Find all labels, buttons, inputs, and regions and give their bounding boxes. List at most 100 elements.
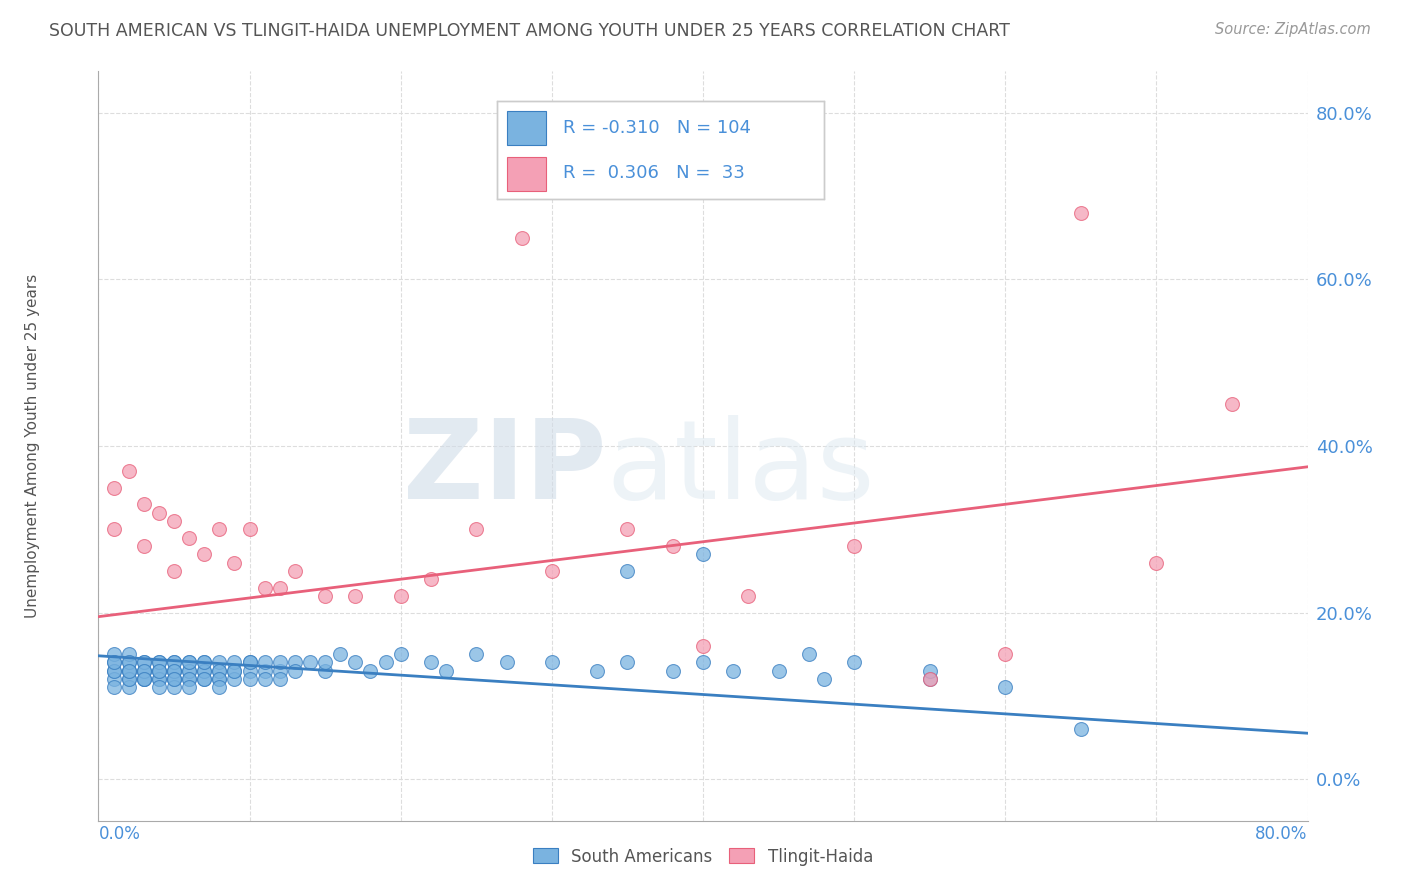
Point: [224, 664, 246, 678]
Point: [434, 664, 457, 678]
Point: [269, 664, 291, 678]
Point: [540, 656, 562, 670]
Point: [118, 464, 141, 478]
Text: SOUTH AMERICAN VS TLINGIT-HAIDA UNEMPLOYMENT AMONG YOUTH UNDER 25 YEARS CORRELAT: SOUTH AMERICAN VS TLINGIT-HAIDA UNEMPLOY…: [49, 22, 1010, 40]
Point: [163, 664, 186, 678]
Point: [132, 656, 155, 670]
Point: [616, 656, 638, 670]
Point: [208, 681, 231, 695]
Point: [179, 664, 201, 678]
Point: [465, 522, 488, 536]
Point: [132, 664, 155, 678]
Point: [661, 664, 683, 678]
Point: [103, 522, 125, 536]
Point: [768, 664, 790, 678]
Point: [1070, 206, 1092, 220]
Point: [132, 656, 155, 670]
Point: [148, 664, 170, 678]
Point: [132, 672, 155, 686]
Point: [661, 539, 683, 553]
Point: [344, 589, 367, 603]
Point: [179, 664, 201, 678]
Point: [118, 647, 141, 661]
Point: [269, 672, 291, 686]
Point: [118, 656, 141, 670]
Point: [1220, 397, 1243, 411]
Point: [208, 664, 231, 678]
Point: [208, 672, 231, 686]
Point: [118, 672, 141, 686]
Point: [616, 564, 638, 578]
Point: [797, 647, 820, 661]
Point: [193, 664, 215, 678]
Point: [132, 672, 155, 686]
Point: [389, 589, 412, 603]
Point: [299, 656, 322, 670]
Point: [179, 531, 201, 545]
Point: [253, 672, 276, 686]
Point: [148, 664, 170, 678]
Point: [193, 672, 215, 686]
Point: [148, 664, 170, 678]
Point: [103, 672, 125, 686]
Point: [103, 681, 125, 695]
Text: 80.0%: 80.0%: [1256, 825, 1308, 843]
Text: 0.0%: 0.0%: [98, 825, 141, 843]
Point: [132, 539, 155, 553]
Point: [329, 647, 352, 661]
Point: [148, 681, 170, 695]
Point: [918, 672, 941, 686]
Point: [374, 656, 396, 670]
Point: [314, 656, 336, 670]
Point: [224, 672, 246, 686]
Point: [994, 647, 1017, 661]
Point: [269, 581, 291, 595]
Point: [103, 656, 125, 670]
Point: [918, 672, 941, 686]
Point: [253, 581, 276, 595]
Point: [495, 656, 517, 670]
Point: [148, 672, 170, 686]
Point: [103, 647, 125, 661]
Point: [269, 656, 291, 670]
Point: [179, 681, 201, 695]
Point: [163, 672, 186, 686]
Point: [344, 656, 367, 670]
Point: [284, 564, 307, 578]
Point: [148, 656, 170, 670]
Point: [118, 672, 141, 686]
Point: [103, 481, 125, 495]
Legend: South Americans, Tlingit-Haida: South Americans, Tlingit-Haida: [526, 841, 880, 872]
Point: [118, 664, 141, 678]
Point: [692, 656, 714, 670]
Point: [253, 664, 276, 678]
Text: Unemployment Among Youth under 25 years: Unemployment Among Youth under 25 years: [25, 274, 41, 618]
Point: [118, 656, 141, 670]
Point: [132, 672, 155, 686]
Text: atlas: atlas: [606, 415, 875, 522]
Point: [163, 681, 186, 695]
Point: [239, 522, 262, 536]
Point: [163, 664, 186, 678]
Point: [103, 656, 125, 670]
Point: [193, 672, 215, 686]
Point: [148, 506, 170, 520]
Point: [465, 647, 488, 661]
Point: [844, 656, 866, 670]
Point: [163, 672, 186, 686]
Point: [224, 656, 246, 670]
Point: [918, 664, 941, 678]
Point: [389, 647, 412, 661]
Point: [118, 664, 141, 678]
Point: [360, 664, 382, 678]
Point: [994, 681, 1017, 695]
Point: [253, 656, 276, 670]
Point: [239, 656, 262, 670]
Point: [163, 514, 186, 528]
Point: [284, 656, 307, 670]
Point: [193, 547, 215, 561]
Point: [193, 656, 215, 670]
Point: [616, 522, 638, 536]
Point: [208, 656, 231, 670]
Point: [723, 664, 745, 678]
